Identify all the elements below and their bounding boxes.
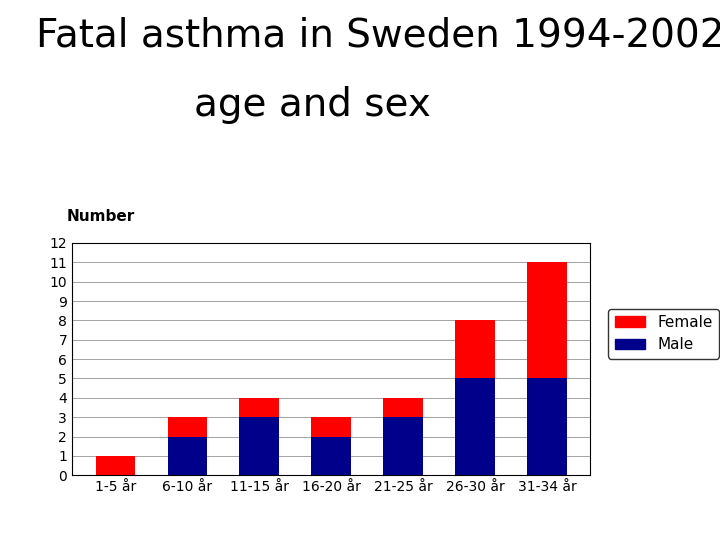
Bar <box>312 436 351 475</box>
Bar <box>455 379 495 475</box>
Legend: Female, Male: Female, Male <box>608 309 719 359</box>
Bar <box>527 262 567 379</box>
Text: Fatal asthma in Sweden 1994-2002: Fatal asthma in Sweden 1994-2002 <box>36 16 720 54</box>
Text: age and sex: age and sex <box>194 86 431 124</box>
Bar <box>240 398 279 417</box>
Bar <box>96 456 135 475</box>
Bar <box>240 417 279 475</box>
Bar <box>383 398 423 417</box>
Text: Number: Number <box>67 210 135 225</box>
Bar <box>455 320 495 379</box>
Bar <box>312 417 351 436</box>
Bar <box>168 436 207 475</box>
Bar <box>527 379 567 475</box>
Bar <box>383 417 423 475</box>
Bar <box>168 417 207 436</box>
